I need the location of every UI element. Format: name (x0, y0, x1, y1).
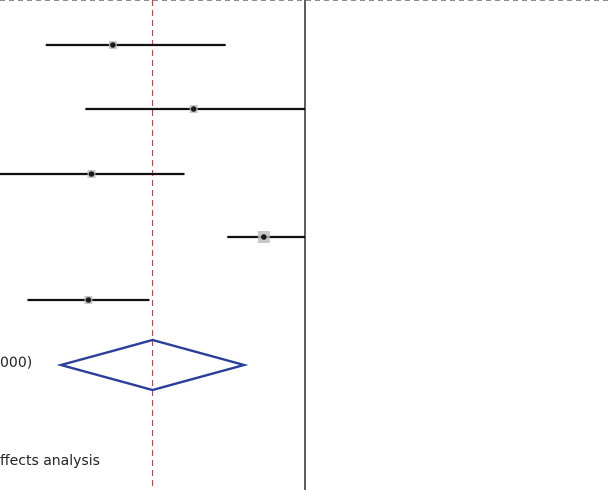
study-point-estimate (110, 42, 116, 48)
overall-label: 000) (0, 355, 33, 371)
pooled-diamond (56, 338, 249, 392)
study-point-estimate (85, 297, 92, 303)
study-point-estimate (190, 106, 197, 112)
analysis-note: ffects analysis (0, 453, 100, 469)
study-point-estimate (88, 171, 95, 177)
study-point-estimate (261, 234, 267, 240)
